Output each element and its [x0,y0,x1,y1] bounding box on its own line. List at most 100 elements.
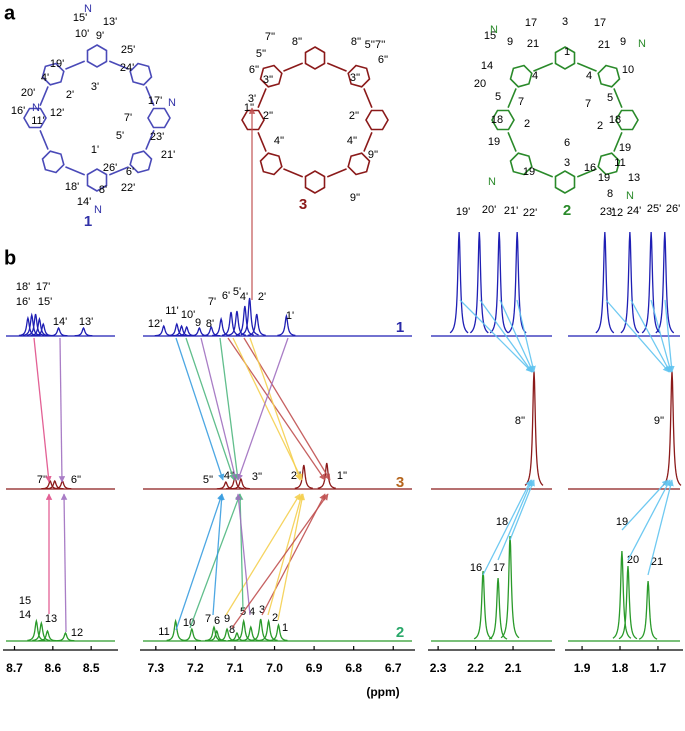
peak-label: 8' [206,318,214,330]
peak-label: 15 [19,595,31,607]
spectrum-name: 1 [396,319,404,336]
x-tick-label: 2.3 [430,661,447,675]
peak [612,550,632,639]
peak-label: 22' [523,207,537,219]
atom-label: 13 [628,172,640,184]
peak-label: 7 [205,613,211,625]
ring [304,170,326,194]
peak [620,231,640,334]
bond [108,166,129,176]
spectrum-name: 3 [396,474,404,491]
atom-label: 21' [161,149,175,161]
x-tick-label: 1.7 [650,661,667,675]
bond [576,168,597,178]
correlation-arrow [621,479,669,531]
atom-label: 7'' [265,31,275,43]
correlation-arrow [200,337,238,481]
atom-label: 18' [65,181,79,193]
atom-label: 16 [584,162,596,174]
atom-label: 2 [524,118,530,130]
peak-label: 25' [647,203,661,215]
atom-label: 19 [523,166,535,178]
atom-label: 8 [607,188,613,200]
atom-label: 12' [50,107,64,119]
atom-label: 3'' [350,72,360,84]
peak [469,231,489,334]
peak [638,580,658,640]
atom-label: 8'' [292,36,302,48]
bond [576,62,597,72]
atom-label: 14 [481,60,493,72]
correlation-arrow [650,299,673,373]
atom-label: 3' [91,81,99,93]
atom-label: N [32,102,40,114]
correlation-arrow [249,337,302,481]
atom-label: 9'' [350,192,360,204]
peak [45,479,64,490]
atom-label: N [490,24,498,36]
atom-label: 18 [491,114,503,126]
correlation-arrow [189,493,241,629]
axis-title: (ppm) [366,685,399,699]
peak-label: 19 [616,516,628,528]
correlation-arrow [499,299,534,373]
compound-name: 3 [299,196,307,213]
correlation-arrow [277,493,306,621]
correlation-arrow [219,337,241,481]
compound-name: 1 [84,213,92,230]
peak [38,629,57,642]
peak-label: 1 [282,622,288,634]
bond [39,129,49,150]
correlation-arrow [235,493,251,616]
peak-label: 2 [272,612,278,624]
atom-label: 3 [562,16,568,28]
peak-label: 6 [214,615,220,627]
peak-label: 9'' [654,415,664,427]
correlation-arrow [225,493,301,616]
peak-label: 18 [496,516,508,528]
atom-label: 11 [614,157,625,169]
peak-label: 17 [493,562,505,574]
ring [597,64,621,88]
ring [86,168,108,192]
bond [145,86,155,107]
ring [509,152,533,176]
peak-label: 6'' [71,474,81,486]
peak [216,480,235,490]
peak-label: 14' [53,316,67,328]
bond [507,88,517,109]
peak-label: 3'' [252,471,262,483]
correlation-arrow [647,479,674,576]
peak-label: 4'' [224,470,234,482]
atom-label: 5' [116,130,124,142]
peak-label: 12' [148,318,162,330]
atom-label: 11' [31,115,45,127]
atom-label: 5'' [256,48,266,60]
correlation-arrow [605,299,670,373]
peak [294,464,313,489]
atom-label: 4 [532,70,538,82]
atom-label: 12 [611,207,623,219]
atom-label: N [638,38,646,50]
peak [655,231,675,334]
panel-label: a [4,2,16,24]
peak-label: 26' [666,203,680,215]
correlation-arrow [185,337,236,481]
peak [251,618,270,641]
peak [618,565,638,640]
peak-label: 13 [45,613,57,625]
peak-label: 13' [79,316,93,328]
bond [507,131,517,152]
peak-label: 5' [233,286,241,298]
peak-label: 11 [158,626,169,638]
x-tick-label: 8.6 [44,661,61,675]
bond [326,168,347,178]
x-tick-label: 6.7 [385,661,402,675]
peak-label: 12 [71,627,83,639]
atom-label: N [488,176,496,188]
atom-label: 7 [518,96,524,108]
atom-label: 14' [77,196,91,208]
peak-label: 21 [651,556,663,568]
spectrum-name: 2 [396,624,404,641]
